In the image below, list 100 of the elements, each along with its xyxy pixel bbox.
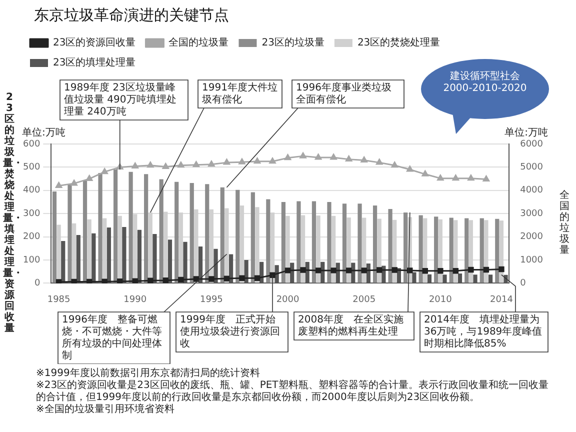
bar [418, 215, 423, 283]
point [192, 161, 200, 168]
bar [220, 187, 224, 283]
point [238, 158, 246, 164]
x-tick-label: 2014 [490, 294, 514, 305]
x-tick-label: 2010 [428, 294, 452, 305]
point [422, 170, 428, 176]
x-tick-label: 1985 [47, 294, 70, 305]
text: ※1999年度以前数据引用东京都清扫局的统计资料 [36, 368, 261, 380]
annotation: 1989年度 23区垃圾量峰值垃圾量 490万吨填埋处理量 240万吨 [64, 82, 176, 118]
bar [449, 218, 454, 283]
point [314, 154, 322, 160]
bar [286, 216, 290, 283]
y2-tick-label: 1000 [520, 255, 544, 266]
point [269, 158, 276, 164]
y2-tick-label: 6000 [520, 139, 544, 150]
point [391, 162, 398, 168]
point [452, 174, 460, 181]
bar [434, 216, 438, 283]
y-tick-label: 300 [22, 208, 40, 219]
point [482, 176, 490, 182]
bar [358, 204, 362, 283]
legend-label: 23区的垃圾量 [262, 36, 324, 49]
legend-label: 全国的垃圾量 [168, 36, 229, 49]
point [162, 162, 170, 169]
bar [255, 207, 260, 283]
point [406, 166, 414, 172]
text: 单位:万吨 [22, 126, 66, 139]
x-tick-label: 2000 [276, 294, 300, 305]
y2-axis-title: 全国的垃圾量 [558, 190, 570, 256]
bar [281, 202, 286, 283]
y-tick-label: 0 [34, 278, 40, 289]
bar [144, 174, 148, 283]
bar [52, 192, 57, 283]
bar [388, 208, 392, 283]
point [284, 154, 292, 160]
bar [484, 220, 488, 283]
point [55, 182, 62, 188]
bar [236, 190, 240, 283]
point [376, 158, 383, 165]
point [468, 174, 474, 181]
y-tick-label: 100 [22, 255, 40, 266]
annotation: 1991年度大件垃圾有偿化 [201, 82, 278, 106]
bar [250, 192, 255, 283]
point [101, 168, 108, 174]
y-tick-label: 500 [22, 162, 40, 173]
bar [327, 202, 332, 283]
chart-title: 东京垃圾革命演进的关键节点 [34, 6, 229, 25]
annotation: 1999年度 正式开始使用垃圾袋进行资源回收 [180, 314, 280, 350]
text: 建设循环型社会2000-2010-2020 [442, 71, 528, 95]
bar [190, 182, 194, 283]
bar [495, 218, 500, 283]
y2-tick-label: 2000 [520, 232, 544, 242]
annotation: 1996年度 整备可燃烧・不可燃烧・大件等所有垃圾的中间处理体制 [62, 314, 162, 362]
y-tick-label: 400 [22, 186, 40, 196]
y2-tick-label: 0 [520, 278, 526, 289]
text: 23区的垃圾量・焚烧处理量・填埋处理量・资源回收量 [3, 92, 23, 334]
point [345, 156, 352, 162]
text: ※23区的资源回收量是23区回收的废纸、瓶、罐、PET塑料瓶、塑料容器等的合计量。表示行政回收量和统一回收量的合计值，但1999年度以前的行政回收量是东京都回收份额，而2000年度以后则为23区回收份额。 [36, 380, 550, 404]
bar [128, 172, 133, 283]
bar [372, 205, 378, 283]
y2-tick-label: 4000 [520, 186, 544, 196]
x-tick-label: 1995 [200, 294, 223, 305]
annotation: 2014年度 填埋处理量为36万吨，与1989年度峰值时期相比降低85% [424, 314, 542, 350]
point [178, 162, 184, 168]
y-tick-label: 600 [22, 139, 40, 150]
x-tick-label: 1990 [124, 294, 147, 305]
point [223, 158, 230, 165]
point [70, 180, 78, 186]
bar [312, 201, 316, 283]
bar [174, 182, 179, 283]
legend-label: 23区的资源回收量 [53, 36, 136, 49]
bar [342, 204, 347, 283]
bar [464, 218, 469, 283]
point [208, 160, 215, 167]
text: ※全国的垃圾量引用环境省资料 [36, 404, 176, 416]
bar [98, 173, 102, 283]
bar [224, 208, 229, 283]
bar [205, 184, 210, 283]
legend-label: 23区的焚烧处理量 [357, 36, 440, 49]
bar [404, 212, 408, 283]
bar [480, 218, 484, 283]
bar [159, 179, 164, 283]
point [330, 154, 337, 160]
point [147, 162, 154, 168]
bar [68, 184, 72, 283]
bar [240, 205, 244, 283]
text: 单位:万吨 [504, 126, 548, 139]
point [132, 162, 138, 169]
bar [316, 215, 320, 283]
point [360, 156, 368, 162]
bar [113, 170, 118, 283]
bar [266, 199, 270, 283]
y-tick-label: 200 [22, 232, 40, 242]
point [254, 158, 261, 164]
y2-tick-label: 5000 [520, 162, 544, 173]
legend-label: 23区的填埋处理量 [53, 56, 136, 69]
point [300, 152, 306, 158]
annotation: 2008年度 在全区实施废塑料的燃料再生处理 [298, 314, 404, 338]
annotation: 1996年度事业类垃圾全面有偿化 [296, 82, 392, 106]
